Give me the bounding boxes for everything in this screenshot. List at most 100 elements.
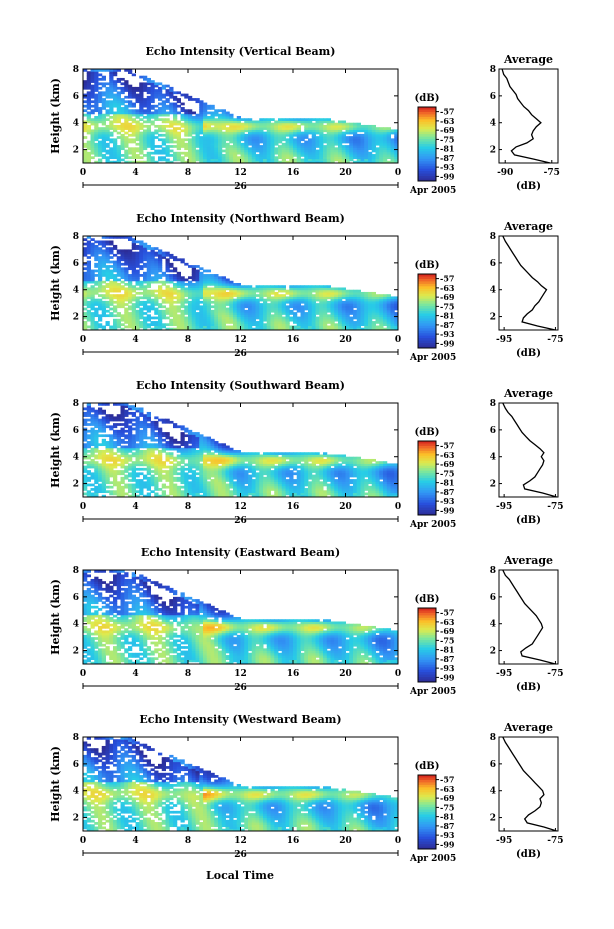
heatmap-cell [94,75,99,79]
heatmap-cell [203,447,208,451]
heatmap-cell [364,151,369,155]
heatmap-cell [173,425,178,429]
heatmap-cell [229,140,234,144]
heatmap-cell [83,251,88,255]
heatmap-cell [90,494,95,498]
heatmap-cell [191,309,196,313]
heatmap-cell [154,432,159,435]
heatmap-cell [338,127,343,130]
heatmap-cell [210,118,215,121]
heatmap-cell [345,303,350,306]
heatmap-cell [390,305,395,309]
date-label: Apr 2005 [409,353,456,363]
heatmap-cell [225,122,230,126]
heatmap-cell [236,118,241,121]
heatmap-cell [330,145,335,148]
heatmap-cell [158,443,163,447]
heatmap-cell [184,95,189,99]
heatmap-cell [101,490,106,494]
heatmap-cell [173,107,178,110]
heatmap-cell [233,318,238,322]
heatmap-cell [341,140,346,144]
heatmap-cell [300,149,305,153]
heatmap-cell [176,479,181,482]
colorbar-tick-label: -63 [440,116,455,126]
heatmap-cell [281,305,286,309]
heatmap-cell [128,260,133,264]
heatmap-cell [218,318,223,322]
heatmap-cell [113,474,118,478]
heatmap-cell [371,298,376,302]
heatmap-cell [296,131,301,135]
heatmap-cell [161,129,166,133]
heatmap-cell [251,296,256,300]
heatmap-cell [169,472,174,476]
heatmap-cell [154,251,159,255]
heatmap-cell [86,436,91,440]
heatmap-cell [274,305,279,309]
heatmap-cell [94,289,99,293]
heatmap-cell [214,131,219,135]
heatmap-cell [173,120,178,124]
heatmap-cell [146,423,151,426]
heatmap-cell [143,104,148,108]
heatmap-cell [203,443,208,447]
heatmap-cell [285,140,290,144]
heatmap-cell [184,133,189,137]
heatmap-cell [98,450,103,453]
heatmap-cell [214,124,219,128]
heatmap-cell [240,307,245,311]
heatmap-cell [120,269,125,273]
heatmap-cell [94,131,99,135]
colorbar-swatch [418,303,436,307]
heatmap-cell [124,441,129,444]
heatmap-cell [90,461,95,464]
heatmap-cell [139,312,144,315]
heatmap-cell [146,262,151,266]
heatmap-cell [323,149,328,153]
heatmap-cell [338,287,343,291]
heatmap-cell [240,118,245,121]
heatmap-cell [165,113,170,117]
heatmap-cell [120,403,125,406]
heatmap-cell [161,443,166,447]
heatmap-cell [124,456,129,460]
heatmap-cell [210,289,215,293]
heatmap-cell [255,303,260,306]
heatmap-cell [184,312,189,315]
heatmap-cell [206,450,211,453]
heatmap-cell [244,325,249,329]
heatmap-cell [341,145,346,148]
heatmap-cell [188,467,193,471]
heatmap-cell [158,98,163,101]
heatmap-cell [94,93,99,97]
heatmap-cell [364,318,369,322]
heatmap-cell [173,133,178,137]
heatmap-cell [180,467,185,471]
heatmap-cell [83,314,88,318]
heatmap-cell [94,470,99,473]
heatmap-cell [158,156,163,160]
heatmap-cell [143,443,148,447]
colorbar-swatch [418,141,436,145]
heatmap-cell [124,120,129,124]
heatmap-cell [173,458,178,462]
heatmap-cell [379,142,384,146]
heatmap-cell [274,327,279,331]
heatmap-cell [289,318,294,322]
heatmap-cell [195,303,200,306]
heatmap-cell [233,465,238,469]
heatmap-cell [360,312,365,315]
heatmap-cell [116,494,121,498]
heatmap-cell [143,116,148,119]
heatmap-cell [158,296,163,300]
heatmap-cell [124,249,129,253]
heatmap-cell [368,303,373,306]
heatmap-cell [248,118,253,121]
heatmap-cell [146,458,151,462]
heatmap-cell [251,327,256,331]
heatmap-cell [139,441,144,444]
heatmap-cell [218,285,223,288]
heatmap-cell [101,244,106,248]
heatmap-cell [86,91,91,95]
